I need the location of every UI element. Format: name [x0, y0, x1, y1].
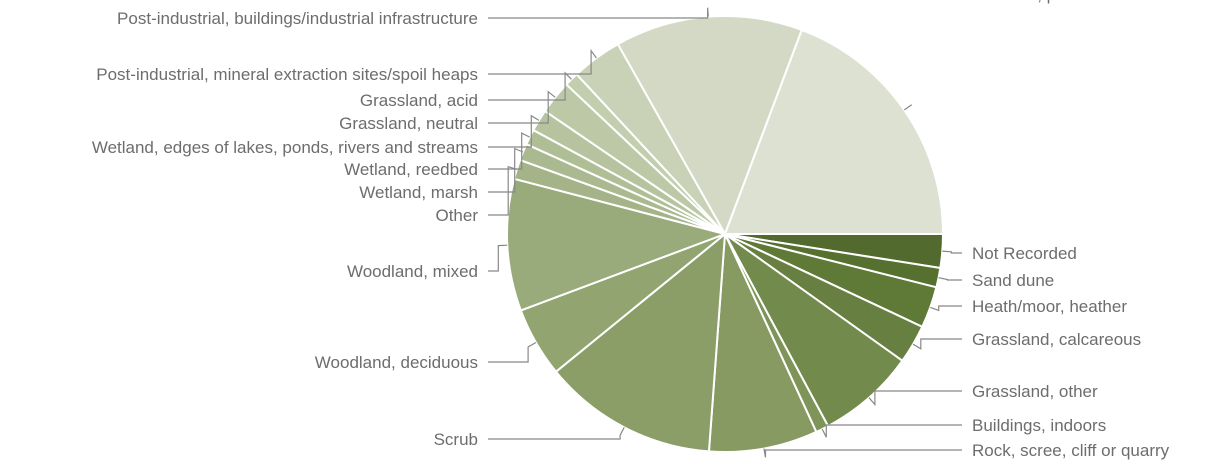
leader-line-woodland-mixed: [488, 244, 508, 272]
leader-line-buildings-indoors: [821, 424, 962, 438]
slice-label-not-recorded: Not Recorded: [972, 244, 1077, 263]
leader-line-post-industrial-buildings-industrial-infrastructure: [488, 7, 709, 19]
leader-line-grassland-neutral: [488, 90, 556, 124]
pie-slice-gardens-parks[interactable]: [723, 28, 945, 235]
leader-line-wetland-edges-of-lakes-ponds-rivers-and-streams: [488, 114, 540, 148]
slice-label-scrub: Scrub: [434, 430, 478, 449]
pie-slice-scrub[interactable]: [554, 231, 727, 453]
slice-label-woodland-deciduous: Woodland, deciduous: [315, 353, 478, 372]
leader-line-wetland-marsh: [488, 147, 524, 193]
leader-line-grassland-acid: [488, 71, 572, 101]
slice-label-heath-moor-heather: Heath/moor, heather: [972, 297, 1127, 316]
slice-label-wetland-marsh: Wetland, marsh: [359, 183, 478, 202]
slice-label-buildings-indoors: Buildings, indoors: [972, 416, 1106, 435]
slice-label-wetland-edges-of-lakes-ponds-rivers-and-streams: Wetland, edges of lakes, ponds, rivers a…: [92, 138, 478, 157]
leader-line-sand-dune: [938, 277, 962, 281]
pie-slices: [506, 15, 945, 453]
leader-line-not-recorded: [942, 250, 962, 254]
slice-label-sand-dune: Sand dune: [972, 271, 1054, 290]
leader-line-scrub: [488, 427, 625, 440]
slice-label-woodland-mixed: Woodland, mixed: [347, 262, 478, 281]
slice-label-rock-scree-cliff-or-quarry: Rock, scree, cliff or quarry: [972, 441, 1170, 460]
slice-label-other: Other: [435, 206, 478, 225]
slice-label-grassland-neutral: Grassland, neutral: [339, 114, 478, 133]
pie-slice-woodland-mixed[interactable]: [506, 177, 729, 312]
slice-label-grassland-acid: Grassland, acid: [360, 91, 478, 110]
leader-line-gardens-parks: [903, 104, 913, 111]
slice-label-grassland-calcareous: Grassland, calcareous: [972, 330, 1141, 349]
leader-line-heath-moor-heather: [930, 305, 962, 312]
leader-line-other: [488, 165, 517, 216]
slice-label-wetland-reedbed: Wetland, reedbed: [344, 160, 478, 179]
leader-line-grassland-calcareous: [912, 338, 962, 350]
pie-slice-post-industrial-buildings-industrial-infrastructure[interactable]: [616, 15, 804, 237]
label-leaders: [488, 7, 962, 458]
leader-line-woodland-deciduous: [488, 341, 537, 363]
leader-line-post-industrial-mineral-extraction-sites-spoil-heaps: [488, 48, 597, 75]
slice-label-gardens-parks: Gardens, parks: [972, 0, 1088, 4]
slice-label-grassland-other: Grassland, other: [972, 382, 1098, 401]
slice-label-post-industrial-mineral-extraction-sites-spoil-heaps: Post-industrial, mineral extraction site…: [96, 65, 478, 84]
slice-label-post-industrial-buildings-industrial-infrastructure: Post-industrial, buildings/industrial in…: [117, 9, 478, 28]
slice-labels: Not Recorded Sand dune Heath/moor, heather…: [92, 0, 1170, 460]
leader-line-wetland-reedbed: [488, 132, 530, 170]
leader-line-grassland-other: [868, 390, 962, 407]
pie-slice-rock-scree-cliff-or-quarry[interactable]: [707, 230, 818, 453]
leader-line-rock-scree-cliff-or-quarry: [763, 448, 962, 458]
